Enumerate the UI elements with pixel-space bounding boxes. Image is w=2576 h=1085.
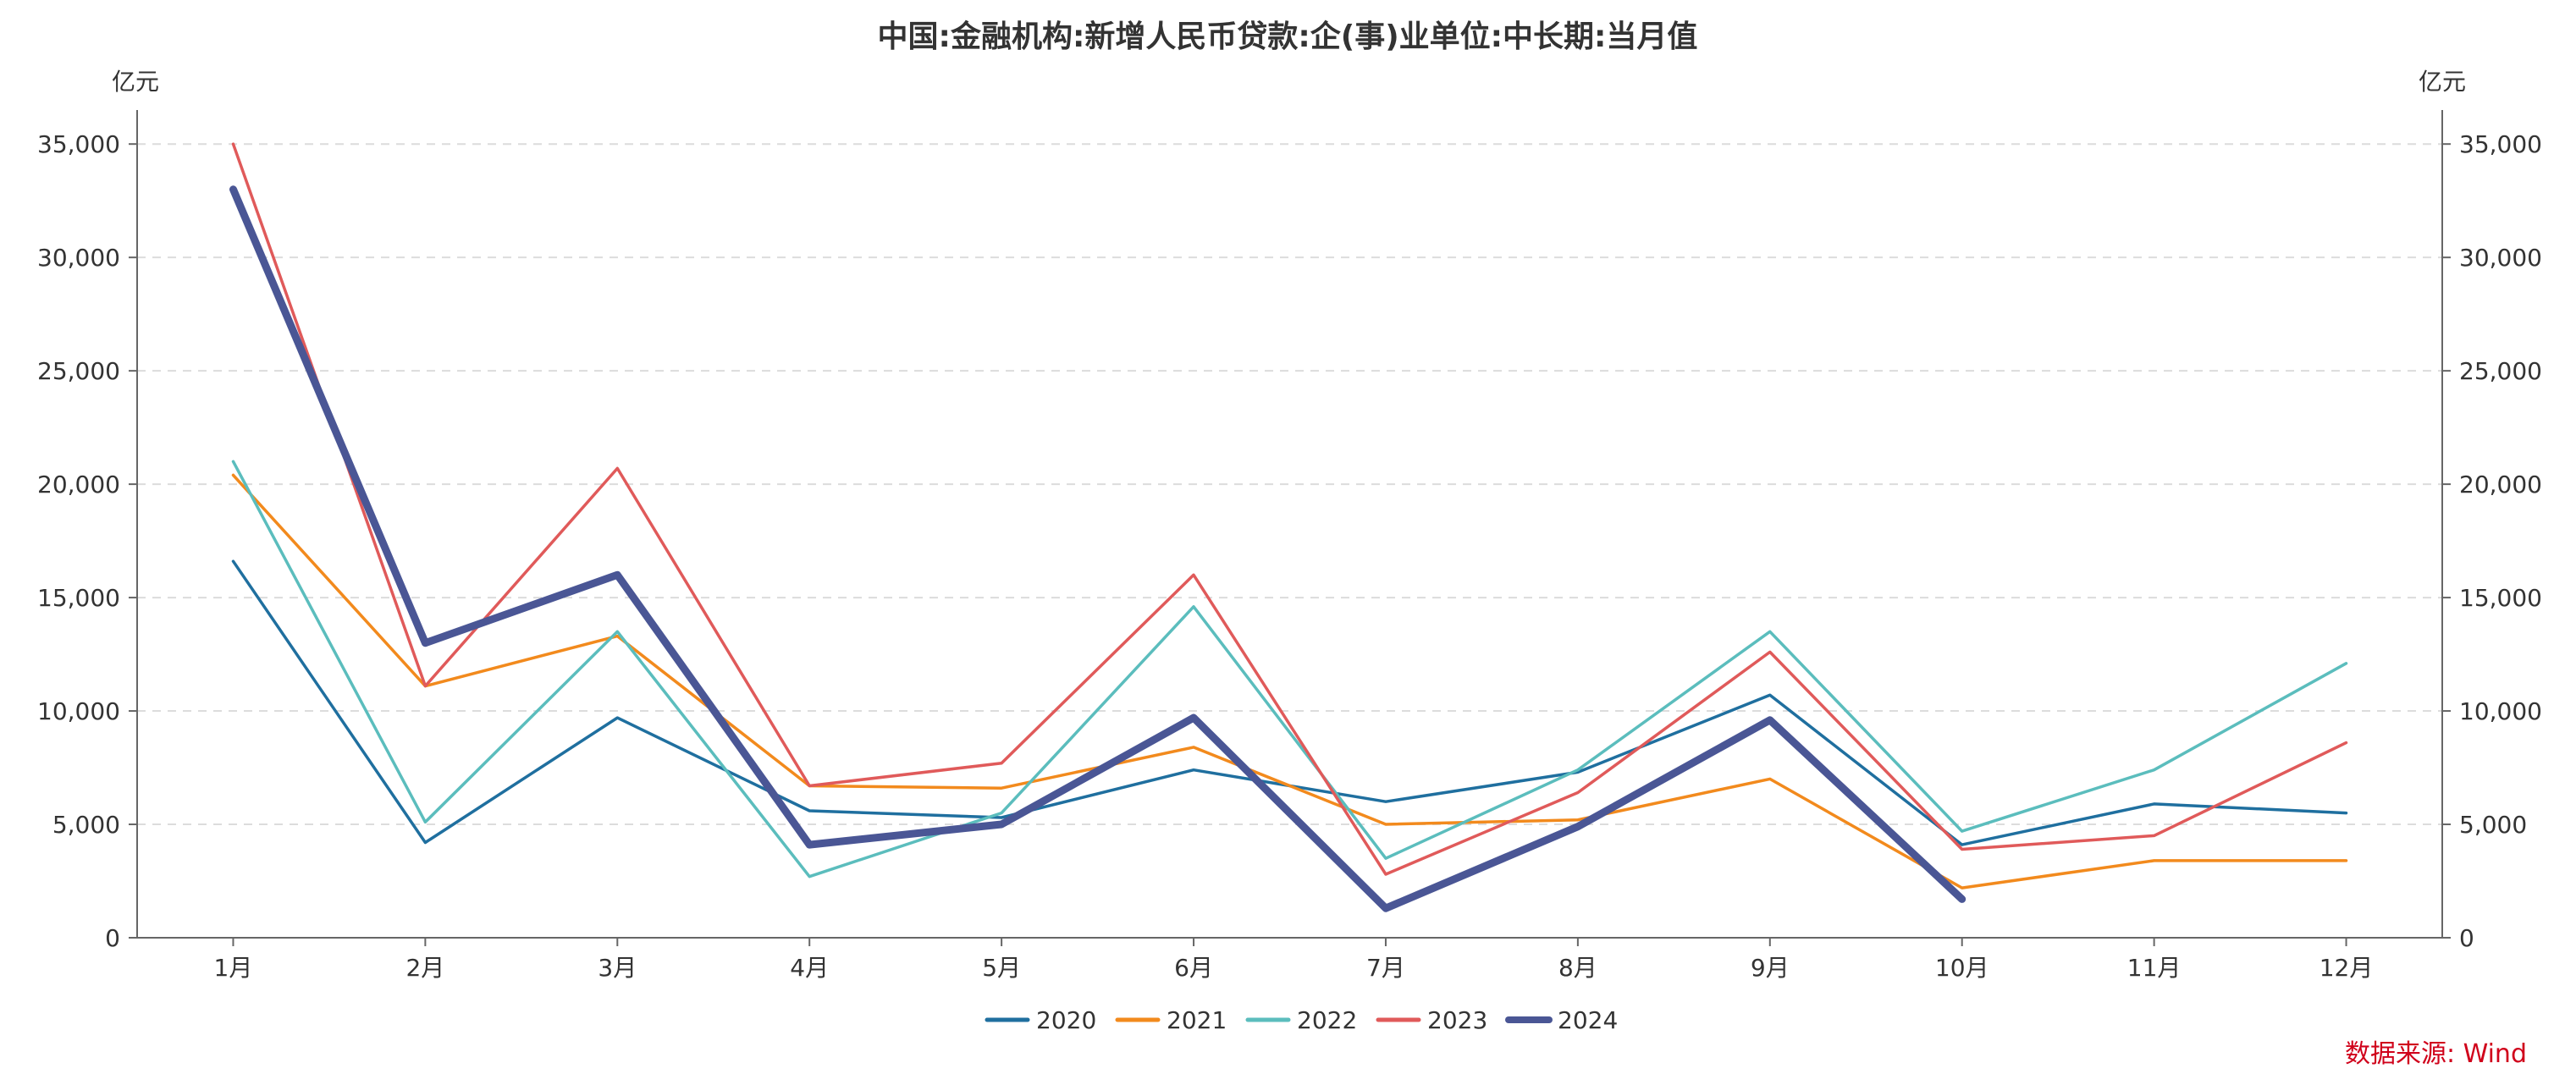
series-line-2021 — [231, 473, 2348, 889]
legend-label: 2021 — [1167, 1006, 1227, 1034]
legend: 2020 2021 2022 2023 2024 — [985, 1006, 1618, 1034]
legend-item-2023: 2023 — [1376, 1006, 1487, 1034]
y-tick-label-left: 20,000 — [37, 471, 120, 498]
right-axis-unit: 亿元 — [2419, 68, 2466, 96]
x-tick-label: 1月 — [214, 954, 253, 982]
y-tick-label-right: 15,000 — [2459, 584, 2542, 612]
legend-label: 2024 — [1558, 1006, 1618, 1034]
y-tick-label-right: 10,000 — [2459, 697, 2542, 725]
y-tick-label-left: 15,000 — [37, 584, 120, 612]
x-tick-label: 6月 — [1174, 954, 1213, 982]
x-tick-label: 2月 — [405, 954, 444, 982]
legend-item-2024: 2024 — [1505, 1006, 1618, 1034]
y-tick-label-right: 20,000 — [2459, 471, 2542, 498]
legend-label: 2023 — [1427, 1006, 1487, 1034]
y-tick-label-right: 0 — [2459, 924, 2474, 952]
y-tick-label-right: 25,000 — [2459, 357, 2542, 385]
axes: 0 0 5,000 5,000 10,000 10,000 15,000 15,000 20,0… — [37, 110, 2542, 982]
y-tick-label-left: 35,000 — [37, 130, 120, 158]
series-line-2020 — [231, 559, 2348, 846]
series-line-2024 — [229, 185, 1966, 912]
y-tick-label-right: 30,000 — [2459, 244, 2542, 272]
x-tick-label: 8月 — [1558, 954, 1597, 982]
x-tick-label: 5月 — [982, 954, 1021, 982]
series-lines — [229, 142, 2348, 912]
y-tick-label-left: 10,000 — [37, 697, 120, 725]
y-tick-label-left: 5,000 — [52, 811, 120, 839]
y-tick-label-right: 5,000 — [2459, 811, 2527, 839]
legend-item-2022: 2022 — [1245, 1006, 1357, 1034]
legend-label: 2020 — [1036, 1006, 1096, 1034]
series-line-2023 — [231, 142, 2348, 876]
legend-label: 2022 — [1297, 1006, 1357, 1034]
x-tick-label: 9月 — [1751, 954, 1790, 982]
chart-title: 中国:金融机构:新增人民币贷款:企(事)业单位:中长期:当月值 — [878, 19, 1698, 54]
left-axis-unit: 亿元 — [112, 68, 159, 96]
grid-lines — [137, 143, 2442, 826]
legend-item-2020: 2020 — [985, 1006, 1096, 1034]
x-tick-label: 11月 — [2127, 954, 2182, 982]
series-line-2022 — [231, 460, 2348, 878]
x-tick-label: 12月 — [2320, 954, 2374, 982]
data-source-note: 数据来源: Wind — [2345, 1039, 2527, 1069]
legend-item-2021: 2021 — [1115, 1006, 1227, 1034]
y-tick-label-left: 0 — [105, 924, 120, 952]
x-tick-label: 7月 — [1366, 954, 1405, 982]
x-tick-label: 3月 — [598, 954, 637, 982]
y-tick-label-left: 30,000 — [37, 244, 120, 272]
y-tick-label-left: 25,000 — [37, 357, 120, 385]
y-tick-label-right: 35,000 — [2459, 130, 2542, 158]
x-tick-label: 4月 — [790, 954, 829, 982]
x-tick-label: 10月 — [1935, 954, 1989, 982]
